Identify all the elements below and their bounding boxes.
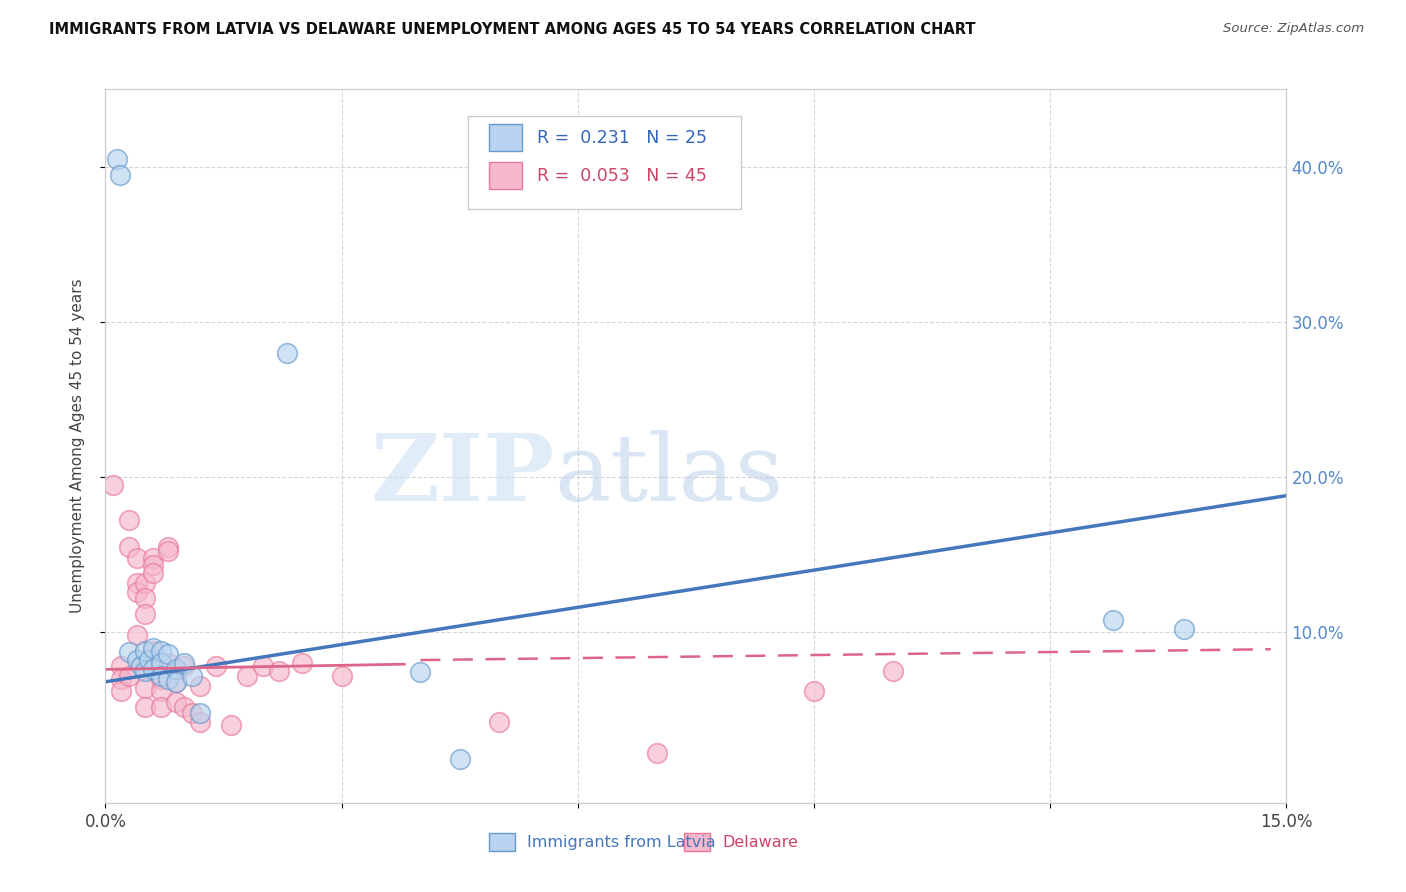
Point (118, 513, 141, 527)
Point (149, 656, 172, 670)
Point (882, 664, 904, 678)
Point (173, 699, 195, 714)
Point (134, 591, 156, 605)
Point (181, 668, 204, 682)
Point (157, 656, 180, 670)
Point (488, 715, 510, 730)
Point (118, 645, 141, 659)
Point (803, 684, 825, 698)
Point (267, 664, 290, 678)
Point (142, 566, 165, 581)
Point (157, 544, 180, 558)
Point (1102, 613, 1125, 627)
Point (181, 706, 204, 720)
Point (138, 653, 160, 667)
Bar (489, 162, 523, 189)
Point (291, 656, 314, 670)
Point (134, 575, 156, 590)
Point (118, 540, 141, 554)
Point (330, 668, 353, 682)
Point (110, 672, 132, 686)
Point (204, 659, 226, 673)
Text: ZIP: ZIP (370, 430, 554, 519)
Point (252, 659, 274, 673)
Point (134, 681, 156, 695)
Point (173, 656, 195, 670)
Point (142, 550, 165, 565)
Text: Delaware: Delaware (721, 835, 797, 850)
Point (165, 674, 187, 689)
Point (118, 668, 141, 682)
Point (165, 695, 187, 709)
Point (149, 672, 172, 686)
Point (103, 477, 125, 491)
Point (236, 668, 259, 682)
Text: Immigrants from Latvia: Immigrants from Latvia (527, 835, 716, 850)
Point (134, 699, 156, 714)
Bar (685, 833, 710, 851)
Point (157, 672, 180, 686)
Point (129, 659, 152, 673)
Point (149, 684, 172, 698)
Point (165, 662, 187, 676)
Point (188, 680, 211, 694)
Point (142, 640, 165, 655)
Point (125, 584, 148, 599)
Point (188, 715, 211, 730)
Point (165, 674, 187, 689)
Point (125, 575, 148, 590)
FancyBboxPatch shape (468, 116, 741, 209)
Text: R =  0.231   N = 25: R = 0.231 N = 25 (537, 128, 707, 146)
Point (157, 540, 180, 554)
Point (1173, 622, 1195, 636)
Point (125, 628, 148, 642)
Point (142, 644, 165, 658)
Text: IMMIGRANTS FROM LATVIA VS DELAWARE UNEMPLOYMENT AMONG AGES 45 TO 54 YEARS CORREL: IMMIGRANTS FROM LATVIA VS DELAWARE UNEMP… (49, 22, 976, 37)
Point (409, 665, 432, 680)
Y-axis label: Unemployment Among Ages 45 to 54 years: Unemployment Among Ages 45 to 54 years (70, 278, 84, 614)
Bar (489, 833, 515, 851)
Point (149, 668, 172, 682)
Bar (489, 124, 523, 152)
Point (105, 152, 128, 166)
Point (449, 752, 471, 766)
Point (188, 706, 211, 720)
Point (276, 346, 298, 360)
Point (645, 746, 668, 760)
Point (142, 558, 165, 573)
Point (134, 607, 156, 621)
Text: R =  0.053   N = 45: R = 0.053 N = 45 (537, 167, 706, 185)
Point (221, 718, 243, 732)
Point (149, 644, 172, 658)
Point (157, 647, 180, 661)
Point (110, 659, 132, 673)
Text: atlas: atlas (554, 430, 783, 519)
Point (125, 550, 148, 565)
Point (110, 684, 132, 698)
Point (149, 699, 172, 714)
Point (173, 659, 195, 673)
Point (108, 168, 131, 182)
Point (125, 653, 148, 667)
Point (134, 664, 156, 678)
Point (134, 644, 156, 658)
Text: Source: ZipAtlas.com: Source: ZipAtlas.com (1223, 22, 1364, 36)
Point (142, 662, 165, 676)
Point (134, 659, 156, 673)
